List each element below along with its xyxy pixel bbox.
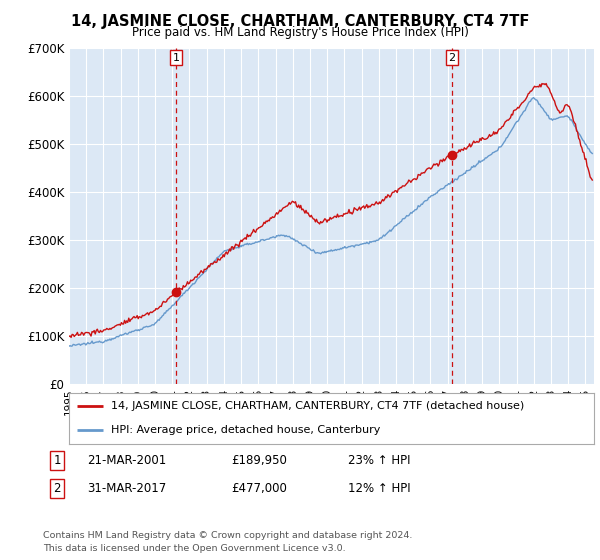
Text: £477,000: £477,000: [231, 482, 287, 495]
Text: 2: 2: [53, 482, 61, 495]
Text: 23% ↑ HPI: 23% ↑ HPI: [348, 454, 410, 467]
Text: Contains HM Land Registry data © Crown copyright and database right 2024.
This d: Contains HM Land Registry data © Crown c…: [43, 531, 413, 553]
Text: 1: 1: [53, 454, 61, 467]
Text: 14, JASMINE CLOSE, CHARTHAM, CANTERBURY, CT4 7TF (detached house): 14, JASMINE CLOSE, CHARTHAM, CANTERBURY,…: [111, 402, 524, 412]
Text: HPI: Average price, detached house, Canterbury: HPI: Average price, detached house, Cant…: [111, 425, 380, 435]
Text: 31-MAR-2017: 31-MAR-2017: [87, 482, 166, 495]
Text: 21-MAR-2001: 21-MAR-2001: [87, 454, 166, 467]
Text: 14, JASMINE CLOSE, CHARTHAM, CANTERBURY, CT4 7TF: 14, JASMINE CLOSE, CHARTHAM, CANTERBURY,…: [71, 14, 529, 29]
Text: 12% ↑ HPI: 12% ↑ HPI: [348, 482, 410, 495]
Text: £189,950: £189,950: [231, 454, 287, 467]
Text: 2: 2: [448, 53, 455, 63]
Text: 1: 1: [173, 53, 179, 63]
Text: Price paid vs. HM Land Registry's House Price Index (HPI): Price paid vs. HM Land Registry's House …: [131, 26, 469, 39]
